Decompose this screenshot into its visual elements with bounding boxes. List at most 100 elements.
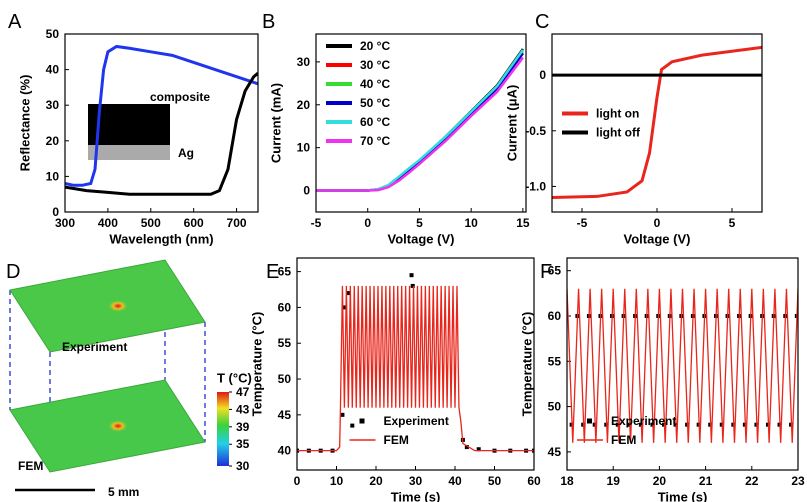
y-tick-label: 65 [278,265,292,279]
series-line [297,285,534,452]
x-tick-label: 0 [654,216,661,230]
colorbar-tick-label: 35 [236,437,250,451]
y-axis-label: Temperature (°C) [250,312,265,417]
plot-frame [64,33,259,213]
panel-label: E [266,261,279,283]
y-tick-label: 40 [46,63,60,77]
x-axis-label: Voltage (V) [624,232,691,247]
colorbar-tick-label: 39 [236,420,250,434]
hot-spot [108,300,128,312]
legend-marker [587,418,592,424]
y-tick-label: 45 [278,408,292,422]
y-axis-label: Temperature (°C) [520,312,535,417]
legend-label: 60 °C [360,115,390,129]
x-tick-label: 21 [699,474,713,488]
series-line [316,56,524,192]
panel-label: B [262,11,275,33]
y-tick-label: 30 [297,55,311,69]
x-tick-label: 20 [369,474,383,488]
colorbar-label: T (°C) [217,371,252,386]
x-tick-label: 500 [141,216,161,230]
y-tick-label: 60 [548,309,562,323]
plot-frame [566,257,799,471]
colorbar [217,392,229,466]
data-point [476,447,481,452]
panel-label: C [535,11,549,33]
y-tick-label: 0 [303,184,310,198]
annotation: composite [150,90,210,104]
y-tick-label: 10 [297,141,311,155]
scale-bar-label: 5 mm [108,485,139,499]
y-tick-label: 50 [46,27,60,41]
legend-label: light off [596,126,641,140]
x-tick-label: 600 [184,216,204,230]
y-tick-label: -0.5 [525,124,546,138]
x-tick-label: 40 [448,474,462,488]
data-point [350,423,355,428]
y-tick-label: 50 [278,372,292,386]
fem-plate [9,379,206,473]
x-tick-label: 0 [294,474,301,488]
plot-frame [551,33,763,213]
panel-label: D [6,261,20,283]
y-tick-label: 0 [52,205,59,219]
data-point [342,305,347,310]
x-tick-label: -5 [577,216,588,230]
y-axis-label: Reflectance (%) [18,75,33,172]
y-axis-label: Current (mA) [269,83,284,163]
x-tick-label: 300 [55,216,75,230]
series-line [552,45,762,200]
legend-label: 50 °C [360,96,390,110]
plot-frame [315,33,527,213]
colorbar-tick-label: 47 [236,385,250,399]
legend-label: 40 °C [360,77,390,91]
legend-label: Experiment [611,414,676,428]
y-tick-label: 10 [46,169,60,183]
y-tick-label: 40 [278,444,292,458]
legend-label: 20 °C [360,39,390,53]
y-tick-label: 55 [548,354,562,368]
x-axis-label: Voltage (V) [388,232,455,247]
annotation: Ag [178,146,194,160]
x-tick-label: 50 [488,474,502,488]
inset-ag-layer [88,145,170,160]
x-tick-label: 23 [791,474,805,488]
x-tick-label: 60 [527,474,541,488]
x-tick-label: 5 [729,216,736,230]
x-tick-label: 5 [416,216,423,230]
legend-label: FEM [384,433,409,447]
experiment-plate [9,259,206,353]
legend-label: Experiment [384,414,449,428]
x-tick-label: 30 [409,474,423,488]
colorbar-tick-label: 43 [236,402,250,416]
y-tick-label: 0 [539,68,546,82]
data-point [409,273,414,278]
x-axis-label: Time (s) [391,490,441,502]
legend-label: light on [596,107,639,121]
annotation: Experiment [62,340,127,354]
series-line [65,72,258,196]
y-axis-label: Current (μA) [505,85,520,162]
legend-label: 30 °C [360,58,390,72]
data-point [464,445,469,450]
data-point [410,283,415,288]
x-tick-label: 700 [227,216,247,230]
series-line [567,288,798,443]
y-tick-label: -1.0 [525,179,546,193]
x-axis-label: Time (s) [658,490,708,502]
annotation: FEM [18,459,43,473]
y-tick-label: 20 [46,134,60,148]
y-tick-label: 45 [548,445,562,459]
x-tick-label: 0 [364,216,371,230]
plot-frame [296,257,535,471]
data-point [346,291,351,296]
x-tick-label: 400 [98,216,118,230]
panel-label: A [8,11,22,33]
x-tick-label: -5 [311,216,322,230]
legend-label: FEM [611,433,636,447]
y-tick-label: 65 [548,264,562,278]
y-tick-label: 30 [46,98,60,112]
x-tick-label: 20 [653,474,667,488]
